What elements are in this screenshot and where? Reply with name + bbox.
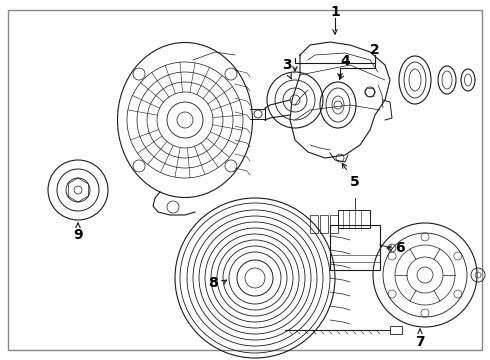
- Bar: [320, 215, 328, 233]
- Bar: [338, 210, 370, 228]
- Bar: [390, 326, 402, 334]
- Bar: [330, 215, 338, 233]
- Text: 8: 8: [208, 276, 218, 290]
- Bar: [330, 225, 380, 270]
- Text: 7: 7: [415, 335, 425, 349]
- Text: 1: 1: [330, 5, 340, 19]
- Text: 2: 2: [370, 43, 380, 57]
- Text: 9: 9: [73, 228, 83, 242]
- Text: 6: 6: [395, 241, 405, 255]
- Text: 3: 3: [282, 58, 292, 72]
- Text: 4: 4: [340, 54, 350, 68]
- Text: 5: 5: [350, 175, 360, 189]
- Bar: [310, 215, 318, 233]
